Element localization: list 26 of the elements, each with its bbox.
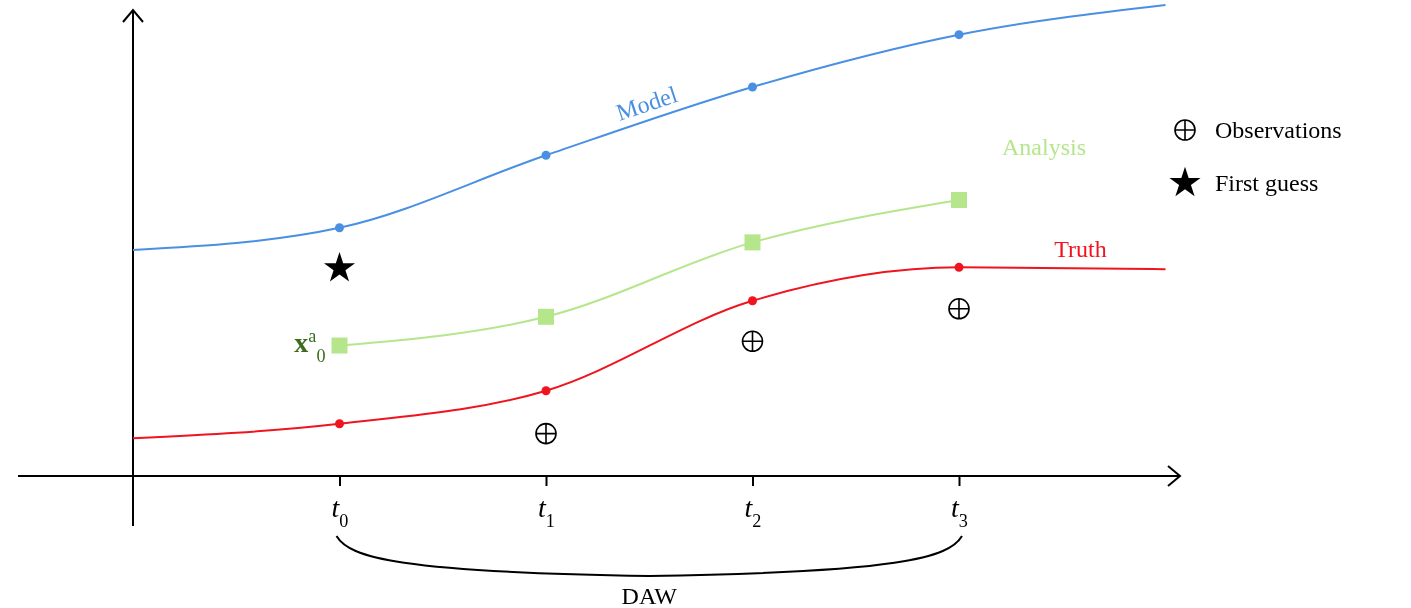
point: [323, 251, 356, 282]
point: [744, 234, 761, 251]
point: [538, 308, 554, 325]
point: [535, 422, 557, 445]
point: [748, 296, 757, 306]
point: [951, 191, 967, 208]
x-tick-label: t$_{3}$: [951, 492, 968, 532]
point: [541, 150, 551, 160]
series-label: Truth: [1054, 236, 1107, 263]
series-label: Analysis: [1002, 133, 1086, 160]
text: DAW: [621, 583, 678, 608]
legend-label: Observations: [1215, 117, 1342, 143]
point: [741, 330, 764, 353]
point: [954, 30, 964, 40]
x-tick-label: t$_{2}$: [744, 492, 762, 532]
text: Model: [612, 81, 681, 126]
x-tick-label: t$_{1}$: [538, 492, 555, 532]
point: [954, 262, 964, 272]
point: [541, 386, 551, 396]
legend-label: First guess: [1215, 170, 1319, 196]
point: [335, 419, 344, 429]
point: [335, 223, 344, 233]
point: [948, 297, 970, 320]
x-tick-label: t$_{0}$: [331, 492, 349, 532]
point: [748, 82, 757, 92]
point: [331, 337, 348, 354]
